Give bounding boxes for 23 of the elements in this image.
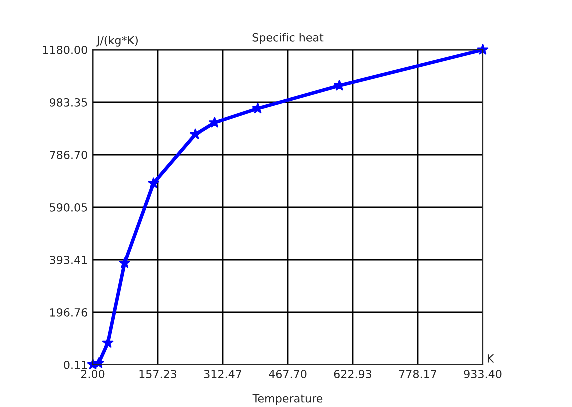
y-tick-label: 786.70 [50, 150, 88, 160]
point [148, 177, 160, 188]
y-tick-label: 590.05 [50, 203, 88, 212]
x-tick-label: 933.40 [464, 370, 502, 378]
text: K [488, 354, 494, 363]
x-tick-label: 312.47 [204, 370, 242, 378]
x-tick-label: 778.17 [399, 370, 436, 378]
y-axis-title: J/(kg*K) [96, 36, 138, 47]
y-tick-label: 983.35 [50, 98, 88, 107]
x-tick-label: 622.93 [334, 370, 372, 378]
x-axis-title: Temperature [252, 394, 323, 405]
point [190, 128, 202, 140]
x-tick-label: 467.70 [269, 370, 307, 378]
point [93, 357, 105, 368]
point [102, 337, 114, 348]
x-tick-label: 157.23 [140, 370, 177, 378]
y-tick-label: 393.41 [50, 256, 88, 264]
x-tick-label: 2.00 [81, 370, 105, 378]
chart-title: Specific heat [252, 33, 324, 44]
point [119, 257, 131, 268]
y-tick-label: 0.11 [64, 360, 88, 370]
y-tick-label: 196.76 [50, 308, 88, 317]
y-tick-label: 1180.00 [43, 46, 88, 54]
